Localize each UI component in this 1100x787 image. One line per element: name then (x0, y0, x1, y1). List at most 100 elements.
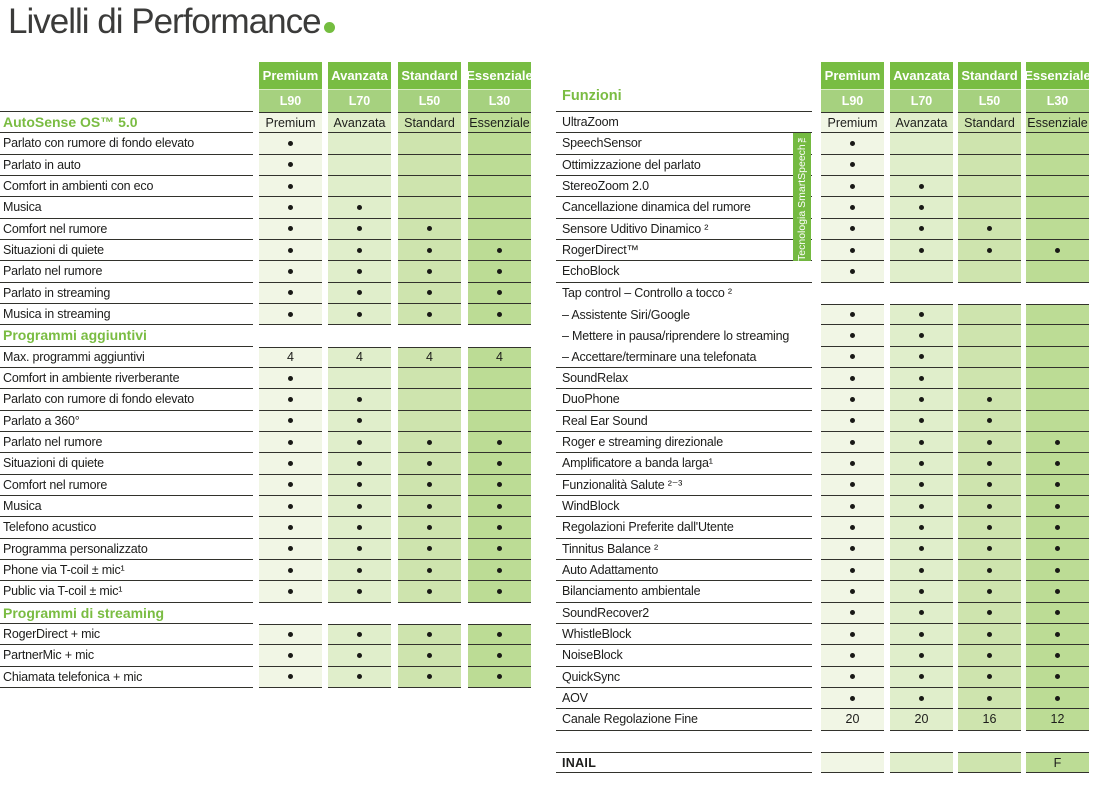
table-row: Programma personalizzato (0, 538, 531, 560)
table-row: Cancellazione dinamica del rumore (556, 197, 1089, 219)
row-label: Sensore Uditivo Dinamico ² (556, 219, 812, 240)
feature-cell (259, 154, 322, 176)
feature-dot (427, 311, 432, 317)
feature-cell (890, 133, 953, 155)
feature-cell (958, 197, 1021, 219)
feature-dot (919, 312, 924, 318)
row-label: Regolazioni Preferite dall'Utente (556, 517, 812, 539)
feature-dot (357, 226, 362, 232)
feature-cell (398, 410, 461, 432)
feature-cell (958, 218, 1021, 240)
feature-dot (288, 140, 293, 146)
feature-cell (890, 751, 953, 774)
column-header-avanzata: Avanzata L70 (890, 62, 953, 112)
feature-cell (1026, 261, 1089, 283)
row-label: Funzionalità Salute ²⁻³ (556, 475, 812, 496)
feature-cell (1026, 367, 1089, 390)
feature-dot (850, 312, 855, 318)
table-row: Regolazioni Preferite dall'Utente (556, 517, 1089, 539)
feature-dot (497, 632, 502, 638)
feature-cell (958, 389, 1021, 411)
feature-dot (427, 674, 432, 680)
column-header-standard: Standard L50 (958, 62, 1021, 112)
feature-dot (987, 524, 992, 530)
feature-dot (987, 226, 992, 232)
feature-dot (357, 439, 362, 445)
row-label: Telefono acustico (0, 517, 253, 539)
feature-cell: 20 (890, 709, 953, 731)
feature-dot (919, 652, 924, 658)
feature-cell (890, 645, 953, 667)
feature-dot (288, 396, 293, 402)
header-rule (0, 110, 253, 112)
feature-cell: 16 (958, 709, 1021, 731)
feature-cell (890, 239, 953, 262)
feature-dot (357, 418, 362, 424)
page-title-text: Livelli di Performance (8, 2, 322, 41)
feature-cell (328, 410, 391, 432)
feature-dot (919, 332, 924, 338)
feature-dot (288, 524, 293, 530)
feature-dot (987, 439, 992, 445)
feature-cell (328, 517, 391, 539)
feature-dot (850, 524, 855, 530)
feature-dot (288, 439, 293, 445)
feature-cell (328, 538, 391, 560)
feature-dot (1055, 674, 1060, 680)
feature-cell (468, 367, 531, 390)
feature-dot (427, 226, 432, 232)
feature-cell (821, 197, 884, 219)
feature-cell (821, 645, 884, 667)
feature-cell (890, 218, 953, 240)
feature-cell (821, 687, 884, 710)
feature-cell (398, 559, 461, 582)
section-header: Funzioni (562, 88, 622, 104)
feature-cell (398, 282, 461, 304)
row-label: Musica (0, 496, 253, 518)
row-label: QuickSync (556, 667, 812, 688)
feature-dot (288, 162, 293, 168)
feature-cell (1026, 474, 1089, 496)
feature-cell (328, 431, 391, 454)
row-label: Canale Regolazione Fine (556, 709, 812, 731)
feature-dot (357, 396, 362, 402)
feature-dot (987, 674, 992, 680)
feature-dot (987, 418, 992, 424)
feature-cell (398, 303, 461, 326)
table-row: Amplificatore a banda larga¹ (556, 453, 1089, 475)
feature-dot (288, 204, 293, 210)
feature-dot (497, 503, 502, 509)
feature-cell (890, 538, 953, 560)
performance-table-left: Premium L90 Avanzata L70 Standard L50 Essenzia… (0, 62, 533, 688)
feature-dot (850, 695, 855, 701)
table-row: Funzionalità Salute ²⁻³ (556, 474, 1089, 496)
feature-dot (850, 460, 855, 466)
feature-cell (468, 410, 531, 432)
feature-dot (1055, 652, 1060, 658)
feature-dot (919, 418, 924, 424)
feature-dot (427, 482, 432, 488)
feature-cell (468, 303, 531, 326)
feature-cell (328, 239, 391, 262)
feature-dot (497, 247, 502, 253)
model-name: L30 (468, 90, 531, 112)
feature-cell (890, 602, 953, 624)
title-accent-dot (323, 22, 335, 33)
feature-dot (987, 396, 992, 402)
feature-cell (1026, 218, 1089, 240)
feature-dot (987, 652, 992, 658)
row-label: Parlato nel rumore (0, 261, 253, 283)
feature-dot (427, 652, 432, 658)
feature-cell (1026, 495, 1089, 518)
feature-dot (850, 247, 855, 253)
feature-cell (890, 453, 953, 475)
feature-dot (850, 418, 855, 424)
row-label: PartnerMic + mic (0, 645, 253, 667)
feature-cell (958, 154, 1021, 176)
table-row: NoiseBlock (556, 645, 1089, 667)
feature-dot (1055, 567, 1060, 573)
model-name: L70 (890, 90, 953, 112)
feature-cell (958, 559, 1021, 582)
feature-cell (468, 581, 531, 603)
feature-dot (427, 247, 432, 253)
